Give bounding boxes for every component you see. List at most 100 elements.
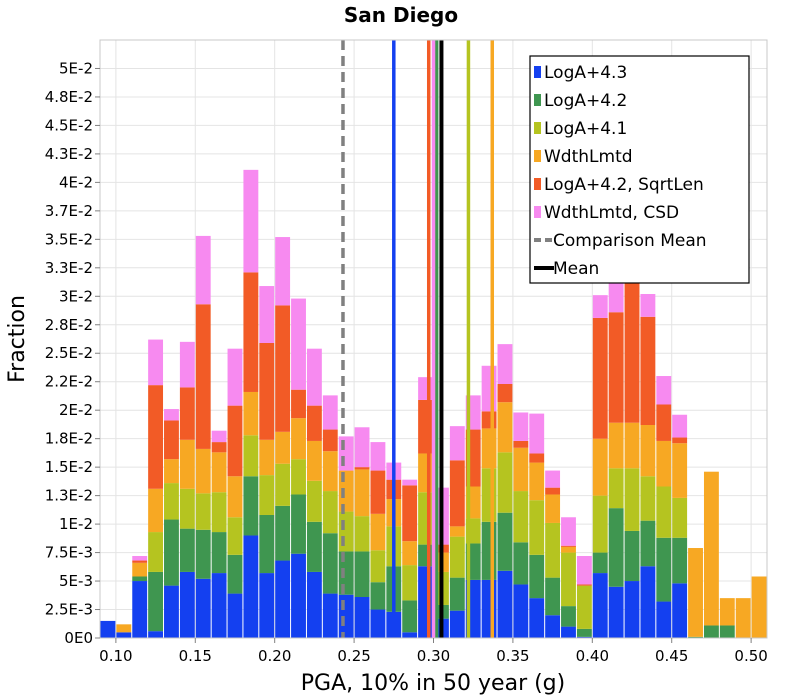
bar-s0-b35 [656,601,672,638]
bar-s5-b27 [529,413,545,454]
y-tick-label-0: 0E0 [64,629,93,647]
y-tick-label-6: 1.5E-2 [45,458,93,476]
y-tick-label-2: 5E-3 [59,572,93,590]
bar-s5-b22 [449,426,465,461]
y-tick-label-20: 5E-2 [59,59,93,77]
bar-s3-b39 [719,598,735,626]
bar-s5-b31 [592,295,608,318]
bar-s2-b25 [497,452,513,513]
legend-swatch-0 [534,66,541,78]
bar-s5-b11 [275,237,291,306]
y-tick-label-17: 4.3E-2 [45,145,93,163]
y-tick-label-10: 2.5E-2 [45,344,93,362]
bar-s2-b15 [338,511,354,552]
bar-s3-b20 [418,453,433,493]
bar-s5-b35 [656,376,672,405]
bar-s5-b34 [640,294,656,317]
mean-lines [341,40,495,638]
bar-s2-b10 [259,475,275,515]
bar-s2-b28 [545,522,561,578]
bar-s3-b12 [291,418,306,460]
bar-s0-b13 [306,571,322,638]
bar-s5-b30 [576,555,592,585]
bar-s0-b28 [545,615,561,638]
bar-s1-b33 [624,530,640,582]
bar-s2-b30 [576,585,592,629]
bar-s4-b35 [656,404,672,441]
bar-s3-b29 [561,546,576,553]
bar-s3-b19 [402,541,418,566]
chart-title: San Diego [344,3,458,27]
x-tick-label-2: 0.20 [258,647,291,665]
bar-s1-b7 [211,532,227,574]
bar-s1-b3 [148,571,164,632]
bar-s5-b36 [672,414,688,438]
bar-s2-b9 [243,435,259,477]
bar-s1-b31 [592,552,608,574]
y-axis-label: Fraction [5,295,30,383]
bar-s4-b9 [243,272,259,392]
y-tick-label-18: 4.5E-2 [45,116,93,134]
bar-s4-b6 [195,304,211,449]
bar-s0-b17 [370,609,386,638]
bar-s2-b12 [291,459,306,495]
bar-s4-b7 [211,442,227,453]
bar-s5-b9 [243,169,259,273]
bar-s3-b26 [513,447,529,492]
bar-s1-b9 [243,476,259,536]
bar-s2-b5 [179,488,195,529]
bar-s4-b31 [592,317,608,439]
bar-s5-b3 [148,339,164,386]
bar-s1-b4 [164,519,179,586]
bar-s3-b27 [529,462,545,501]
bar-s5-b16 [354,427,370,468]
bar-s2-b26 [513,491,529,543]
legend-label-3: WdthLmtd [544,147,633,167]
bar-s1-b24 [481,521,497,580]
bar-s2-b35 [656,486,672,538]
bar-s1-b37 [688,636,703,638]
bar-s0-b9 [243,535,259,638]
bar-s0-b31 [592,573,608,638]
bar-s5-b28 [545,470,561,488]
bar-s3-b24 [481,428,497,469]
bar-s3-b16 [354,469,370,517]
bar-s4-b20 [418,399,433,454]
bar-s4-b5 [179,387,195,440]
bar-s3-b3 [148,488,164,533]
bar-s0-b29 [561,626,576,638]
bar-s3-b35 [656,440,672,487]
bar-s4-b16 [354,467,370,470]
x-tick-label-5: 0.35 [496,647,529,665]
bar-s4-b14 [322,429,338,452]
bar-s4-b26 [513,440,529,448]
bar-s5-b24 [481,365,497,412]
bar-s2-b22 [449,536,465,578]
bar-s0-b16 [354,596,370,638]
legend-swatch-1 [534,94,541,106]
bar-s3-b8 [227,476,243,518]
bar-s1-b16 [354,551,370,597]
bar-s4-b24 [481,411,497,429]
bar-s3-b1 [116,624,132,633]
bar-s1-b27 [529,554,545,599]
bar-s0-b7 [211,573,227,638]
bar-s2-b13 [306,480,322,522]
bar-s0-b30 [576,636,592,638]
bar-s0-b25 [497,570,513,638]
bar-s1-b25 [497,512,513,571]
bar-s5-b14 [322,395,338,430]
bar-s1-b30 [576,628,592,637]
bar-s2-b27 [529,500,545,555]
bar-s1-b15 [338,551,354,595]
bar-s2-b16 [354,516,370,552]
bar-s2-b32 [608,468,624,509]
bar-s0-b11 [275,560,291,638]
bar-s1-b34 [640,520,656,567]
bar-s4-b4 [164,420,179,460]
bar-s0-b22 [449,610,465,638]
bar-s3-b40 [735,598,751,638]
bar-s3-b28 [545,494,561,523]
bar-s4-b11 [275,305,291,432]
bar-s0-b5 [179,571,195,638]
